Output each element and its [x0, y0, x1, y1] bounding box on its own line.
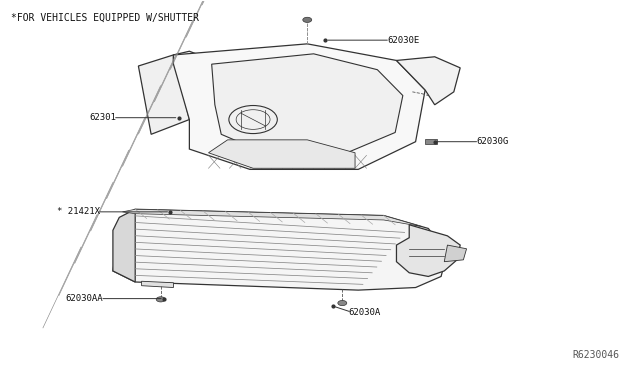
Text: 62030G: 62030G: [476, 137, 508, 146]
Circle shape: [338, 301, 347, 306]
Polygon shape: [444, 245, 467, 262]
Polygon shape: [396, 57, 460, 105]
Text: R6230046: R6230046: [573, 350, 620, 359]
Polygon shape: [396, 225, 460, 276]
Circle shape: [156, 297, 165, 302]
Text: 62030A: 62030A: [349, 308, 381, 317]
Text: * 21421X: * 21421X: [57, 207, 100, 217]
Bar: [425, 139, 436, 144]
Text: 62030E: 62030E: [387, 36, 419, 45]
Polygon shape: [173, 51, 199, 68]
Polygon shape: [138, 55, 189, 134]
Polygon shape: [122, 209, 422, 227]
Polygon shape: [113, 209, 447, 290]
Polygon shape: [173, 44, 425, 169]
Polygon shape: [141, 281, 173, 288]
Polygon shape: [212, 54, 403, 152]
Polygon shape: [209, 140, 355, 168]
Text: 62301: 62301: [89, 113, 116, 122]
Circle shape: [303, 17, 312, 22]
Text: *FOR VEHICLES EQUIPPED W/SHUTTER: *FOR VEHICLES EQUIPPED W/SHUTTER: [11, 13, 199, 22]
Text: 62030AA: 62030AA: [66, 294, 103, 303]
Polygon shape: [113, 209, 135, 282]
